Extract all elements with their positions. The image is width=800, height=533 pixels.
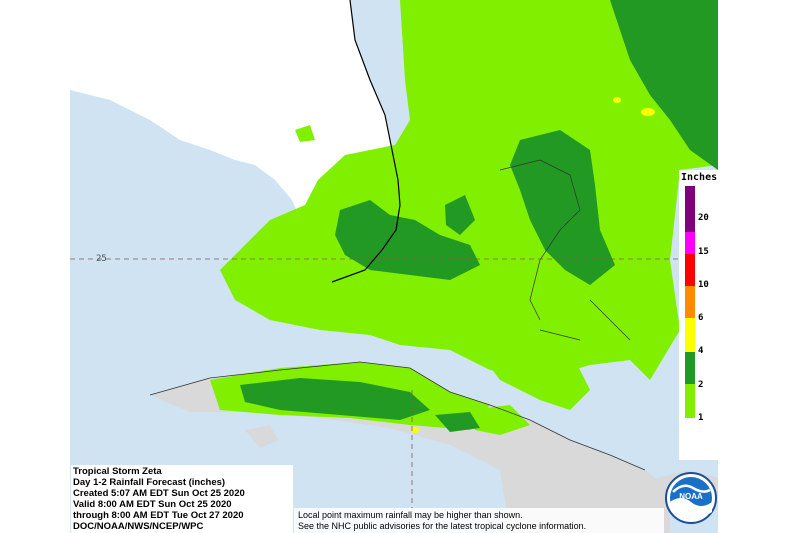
legend-swatch-2 (685, 352, 695, 384)
legend-label-4: 4 (698, 346, 704, 356)
legend-label-15: 15 (698, 247, 709, 257)
rain-2in-layer (240, 0, 718, 432)
product-title: Day 1-2 Rainfall Forecast (inches) (73, 477, 226, 488)
legend-swatch-4 (685, 318, 695, 352)
legend-title: Inches (681, 172, 718, 183)
created-time: Created 5:07 AM EDT Sun Oct 25 2020 (73, 488, 245, 499)
legend-label-2: 2 (698, 380, 704, 390)
noaa-logo-icon: NOAA (665, 472, 717, 524)
through-time: through 8:00 AM EDT Tue Oct 27 2020 (73, 510, 244, 521)
cuba-coastline (149, 361, 646, 471)
lat-label: 25 (96, 254, 107, 264)
rainfall-map (70, 0, 718, 533)
legend-label-6: 6 (698, 313, 704, 323)
storm-name: Tropical Storm Zeta (73, 466, 162, 477)
legend-label-20: 20 (698, 213, 709, 223)
florida-coastline (331, 0, 401, 283)
disclaimer-line-2: See the NHC public advisories for the la… (298, 521, 587, 531)
legend-label-10: 10 (698, 280, 709, 290)
rain-1in-layer (210, 0, 718, 435)
isle-of-youth (245, 425, 278, 448)
disclaimer-box (294, 508, 664, 533)
valid-time: Valid 8:00 AM EDT Sun Oct 25 2020 (73, 499, 232, 510)
noaa-logo-text: NOAA (679, 492, 703, 501)
legend-swatch-15 (685, 232, 695, 254)
legend-swatch-6 (685, 286, 695, 318)
rain-4in-layer (411, 97, 655, 433)
legend-swatch-10 (685, 254, 695, 286)
disclaimer-line-1: Local point maximum rainfall may be high… (298, 510, 523, 520)
legend-swatch-1 (685, 384, 695, 418)
bahamas-outline (499, 159, 631, 341)
forecast-info-box (71, 465, 293, 533)
agency-credit: DOC/NOAA/NWS/NCEP/WPC (73, 521, 204, 532)
legend-swatch-20 (685, 186, 695, 232)
legend-label-1: 1 (698, 413, 704, 423)
